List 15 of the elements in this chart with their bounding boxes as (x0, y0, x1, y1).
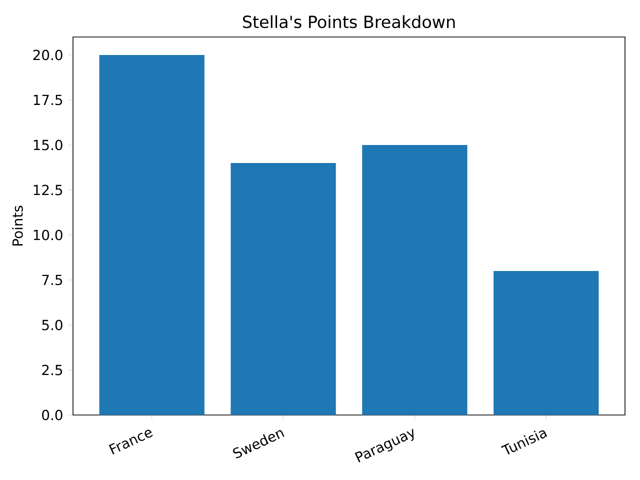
bar (99, 54, 204, 415)
bar (494, 270, 599, 415)
y-tick-label: 12.5 (34, 184, 62, 196)
y-tick-label: 7.5 (42, 274, 62, 286)
y-tick-label: 20.0 (33, 50, 62, 60)
y-tick-label: 10.0 (34, 230, 62, 240)
y-tick-label: 5.0 (42, 320, 62, 330)
y-axis-title: Points (12, 206, 23, 246)
y-tick-label: 17.5 (34, 94, 62, 106)
bar (362, 144, 468, 415)
y-tick-label: 2.5 (42, 364, 62, 376)
bar (230, 162, 336, 415)
y-tick-label: 15.0 (34, 140, 62, 150)
y-tick-label: 0.0 (42, 410, 62, 420)
chart-title: Stella's Points Breakdown (242, 15, 455, 28)
